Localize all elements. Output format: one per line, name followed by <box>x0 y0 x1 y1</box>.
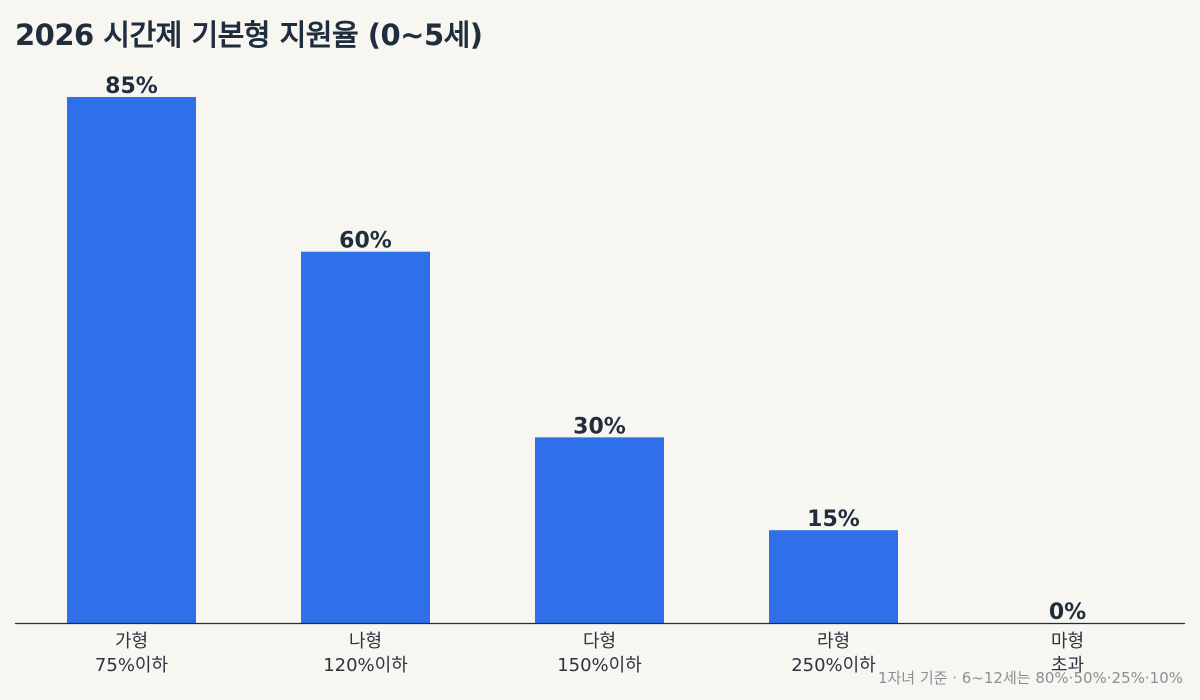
x-tick-label: 라형 <box>817 631 850 652</box>
bar <box>67 97 196 623</box>
bar <box>301 251 430 624</box>
x-tick-label: 마형 <box>1051 631 1084 652</box>
x-tick-label: 다형 <box>583 631 616 652</box>
data-label: 60% <box>339 229 392 254</box>
data-label: 85% <box>105 74 158 99</box>
x-tick-label: 초과 <box>1051 655 1084 676</box>
bar <box>535 437 664 623</box>
x-tick-label: 75%이하 <box>95 655 169 676</box>
chart-footnote: 1자녀 기준 · 6~12세는 80%·50%·25%·10% <box>877 669 1183 687</box>
data-label: 15% <box>807 507 860 532</box>
x-tick-label: 나형 <box>349 631 382 652</box>
chart-title: 2026 시간제 기본형 지원율 (0~5세) <box>15 18 483 52</box>
x-tick-label: 250%이하 <box>791 655 876 676</box>
x-tick-label: 150%이하 <box>557 655 642 676</box>
x-tick-label: 120%이하 <box>323 655 408 676</box>
x-tick-label: 가형 <box>115 631 148 652</box>
data-label: 30% <box>573 414 626 439</box>
bar <box>769 530 898 623</box>
data-label: 0% <box>1049 600 1086 625</box>
